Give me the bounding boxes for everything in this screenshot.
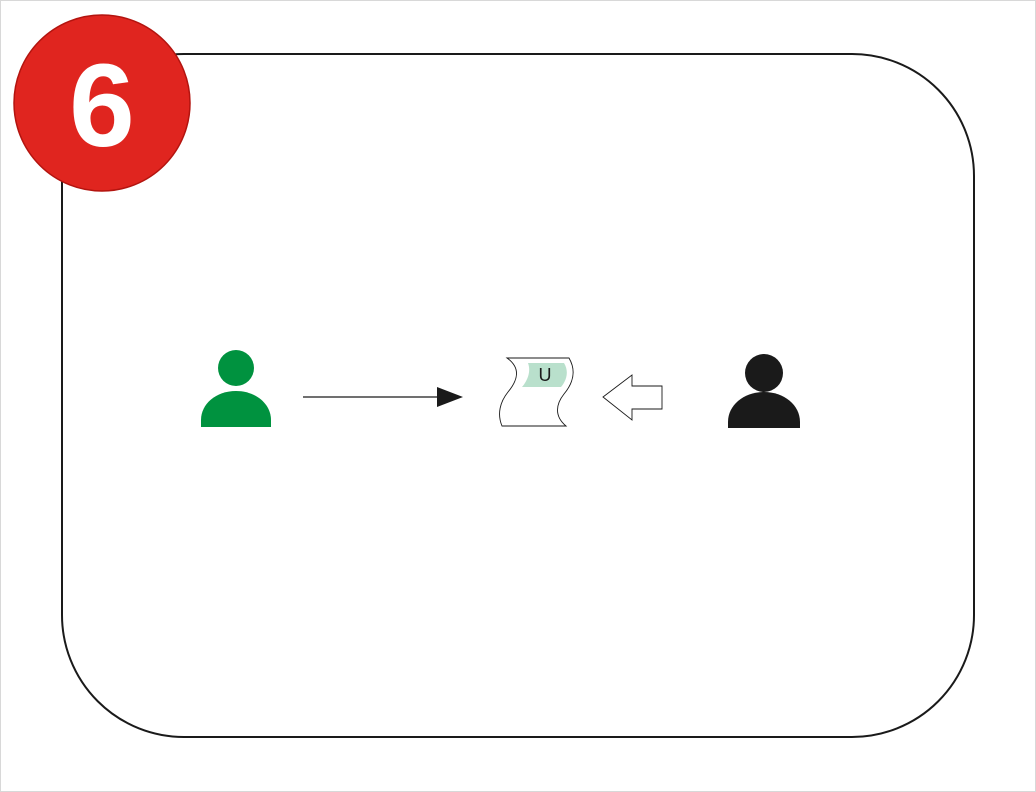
receiver-body <box>728 392 800 428</box>
transfer-arrow-icon <box>303 387 463 407</box>
token-label-bg <box>522 363 567 387</box>
token-label: U <box>539 365 552 385</box>
sender-person-icon <box>201 350 271 427</box>
request-arrow-icon <box>602 374 663 421</box>
scroll-document-icon: U <box>499 357 574 427</box>
sender-body <box>201 391 271 427</box>
transfer-arrow-head <box>437 387 463 407</box>
receiver-person-icon <box>728 354 800 428</box>
sender-head <box>218 350 254 386</box>
step-badge-circle <box>13 14 191 192</box>
receiver-head <box>745 354 783 392</box>
step-badge: 6 <box>13 14 191 192</box>
step-number: 6 <box>69 40 135 172</box>
